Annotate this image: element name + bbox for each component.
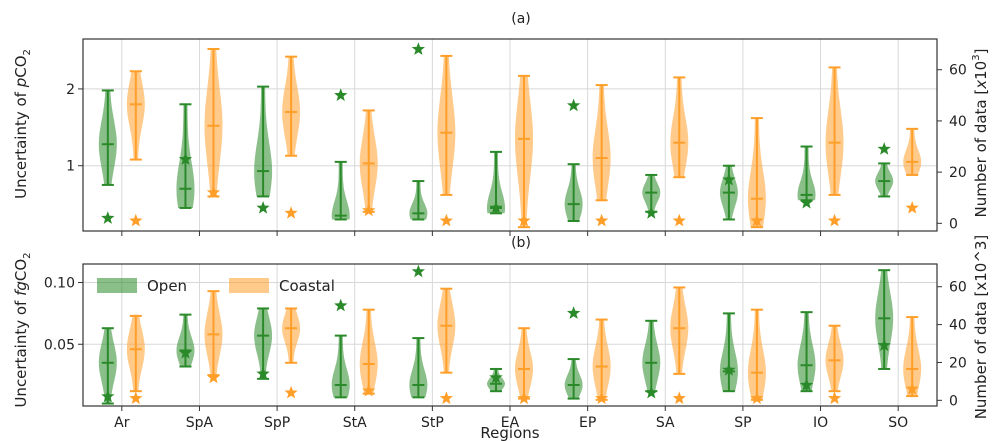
y-tick-label: 0.10 bbox=[44, 276, 75, 292]
count-star-marker bbox=[827, 213, 842, 227]
count-star-marker bbox=[129, 213, 143, 227]
x-tick-label: IO bbox=[813, 415, 828, 431]
count-star-marker bbox=[827, 391, 842, 405]
legend-label: Coastal bbox=[279, 277, 335, 295]
count-star-marker bbox=[334, 298, 348, 312]
x-tick-label: StP bbox=[421, 415, 444, 431]
count-star-marker bbox=[178, 152, 193, 165]
panel-b-label: (b) bbox=[511, 235, 531, 251]
y2-tick-label: 20 bbox=[949, 165, 967, 181]
count-star-marker bbox=[595, 213, 609, 227]
count-star-marker bbox=[101, 211, 115, 224]
y2-tick-label: 40 bbox=[949, 318, 967, 334]
count-star-marker bbox=[206, 370, 221, 384]
count-star-marker bbox=[439, 213, 453, 227]
count-star-marker bbox=[178, 346, 193, 359]
count-star-marker bbox=[905, 382, 919, 395]
legend-swatch bbox=[229, 278, 269, 293]
count-star-marker bbox=[489, 201, 503, 214]
count-star-marker bbox=[411, 264, 425, 278]
y2-tick-label: 0 bbox=[949, 393, 958, 409]
count-star-marker bbox=[517, 213, 531, 227]
count-star-marker bbox=[567, 306, 581, 319]
y2-tick-label: 0 bbox=[949, 216, 958, 232]
x-tick-label: StA bbox=[343, 415, 367, 431]
x-tick-label: EP bbox=[579, 415, 596, 431]
count-star-marker bbox=[439, 391, 453, 405]
x-tick-label: Ar bbox=[114, 415, 130, 431]
count-star-marker bbox=[877, 142, 891, 155]
y-tick-label: 1 bbox=[66, 159, 75, 175]
panel-a-label: (a) bbox=[511, 11, 531, 27]
y2-tick-label: 40 bbox=[949, 114, 967, 130]
count-star-marker bbox=[334, 88, 348, 101]
count-star-marker bbox=[206, 185, 221, 199]
panel-a-ylabel: Uncertainty of pCO2 bbox=[12, 49, 33, 199]
count-star-marker bbox=[567, 98, 581, 112]
count-star-marker bbox=[905, 201, 919, 214]
panel-b-plot: 0.05 0.10 0 20 40 60 Ar SpA SpP StA StP EA EP SA SP IO S… bbox=[44, 263, 967, 431]
count-star-marker bbox=[284, 385, 298, 399]
count-star-marker bbox=[722, 172, 736, 186]
count-star-marker bbox=[799, 378, 814, 391]
panel-b-ylabel: Uncertainty of fgCO2 bbox=[12, 252, 33, 407]
count-star-marker bbox=[517, 391, 531, 405]
legend-swatch bbox=[97, 278, 137, 293]
count-star-marker bbox=[256, 201, 270, 214]
count-star-marker bbox=[256, 366, 270, 380]
y2-tick-label: 60 bbox=[949, 280, 967, 296]
count-star-marker bbox=[799, 195, 814, 209]
count-star-marker bbox=[362, 383, 376, 397]
count-star-marker bbox=[644, 206, 658, 219]
count-star-marker bbox=[362, 203, 376, 217]
panel-a-y2label: Number of data [x103] bbox=[971, 49, 990, 218]
y2-tick-label: 60 bbox=[949, 63, 967, 79]
x-tick-label: SP bbox=[734, 415, 751, 431]
count-star-marker bbox=[750, 213, 764, 227]
x-tick-label: SpA bbox=[186, 415, 214, 431]
legend: Open Coastal bbox=[97, 277, 335, 295]
count-star-marker bbox=[672, 213, 686, 227]
y-tick-label: 2 bbox=[66, 82, 75, 98]
count-star-marker bbox=[722, 363, 736, 376]
count-star-marker bbox=[672, 391, 686, 405]
count-star-marker bbox=[129, 391, 143, 405]
x-axis-label: Regions bbox=[480, 424, 539, 441]
count-star-marker bbox=[489, 370, 503, 384]
legend-label: Open bbox=[147, 277, 187, 295]
count-star-marker bbox=[644, 385, 658, 399]
count-star-marker bbox=[411, 42, 425, 55]
x-tick-label: SA bbox=[656, 415, 675, 431]
count-star-marker bbox=[877, 338, 891, 352]
x-tick-label: SO bbox=[888, 415, 908, 431]
panel-b-y2label: Number of data [x10^3] bbox=[972, 235, 990, 420]
count-star-marker bbox=[750, 391, 764, 405]
x-tick-label: SpP bbox=[264, 415, 290, 431]
count-star-marker bbox=[101, 389, 115, 403]
count-star-marker bbox=[595, 391, 609, 405]
y2-tick-label: 20 bbox=[949, 355, 967, 371]
y-tick-label: 0.05 bbox=[44, 337, 75, 353]
x-tick-label: EA bbox=[501, 415, 520, 431]
count-star-marker bbox=[284, 206, 298, 219]
